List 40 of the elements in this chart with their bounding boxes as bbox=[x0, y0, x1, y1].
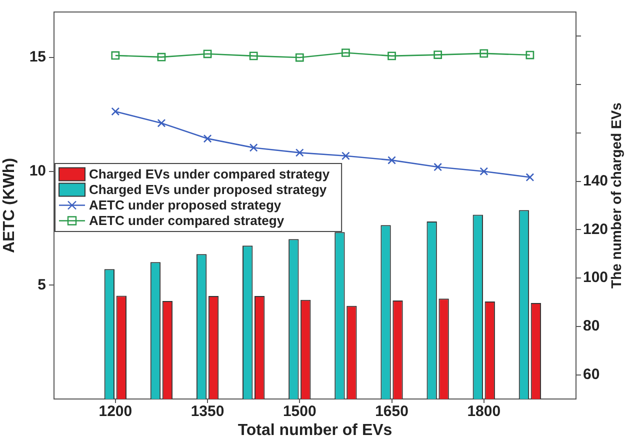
point bbox=[434, 50, 442, 59]
point bbox=[480, 49, 488, 58]
legend-label: AETC under compared strategy bbox=[89, 212, 285, 228]
point bbox=[388, 156, 396, 164]
y-tick-label: 10 bbox=[29, 162, 46, 180]
point bbox=[342, 152, 350, 160]
legend-label: Charged EVs under proposed strategy bbox=[89, 182, 328, 197]
y2-tick-label: 80 bbox=[583, 318, 600, 335]
point bbox=[111, 51, 120, 60]
y-tick-label: 15 bbox=[29, 48, 46, 66]
y-axis-title: AETC (KWh) bbox=[1, 158, 18, 254]
point bbox=[342, 48, 350, 57]
legend-label: Charged EVs under compared strategy bbox=[89, 166, 330, 182]
point bbox=[526, 173, 534, 182]
x-tick-label: 1800 bbox=[467, 403, 501, 420]
point bbox=[157, 118, 166, 128]
x-tick-label: 1350 bbox=[190, 403, 224, 420]
y2-tick-label: 120 bbox=[583, 220, 608, 238]
y2-axis-title: The number of charged EVs bbox=[608, 102, 624, 288]
y2-tick-label: 140 bbox=[583, 172, 608, 190]
point bbox=[203, 134, 212, 143]
point bbox=[480, 167, 488, 176]
y2-tick-label: 60 bbox=[583, 366, 600, 383]
point bbox=[249, 143, 258, 152]
x-tick-label: 1650 bbox=[375, 403, 408, 420]
x-tick-label: 1200 bbox=[98, 403, 132, 420]
point bbox=[249, 52, 258, 60]
point bbox=[388, 52, 396, 60]
point bbox=[434, 162, 442, 172]
y2-tick-label: 100 bbox=[583, 269, 608, 286]
x-tick-label: 1500 bbox=[282, 403, 316, 420]
point bbox=[157, 52, 166, 62]
y-tick-label: 5 bbox=[38, 276, 46, 294]
point bbox=[526, 50, 534, 60]
point bbox=[111, 107, 120, 116]
point bbox=[295, 53, 304, 62]
point bbox=[203, 50, 212, 58]
legend-label: AETC under proposed strategy bbox=[89, 197, 282, 212]
point bbox=[295, 148, 304, 157]
x-axis-title: Total number of EVs bbox=[238, 422, 392, 439]
